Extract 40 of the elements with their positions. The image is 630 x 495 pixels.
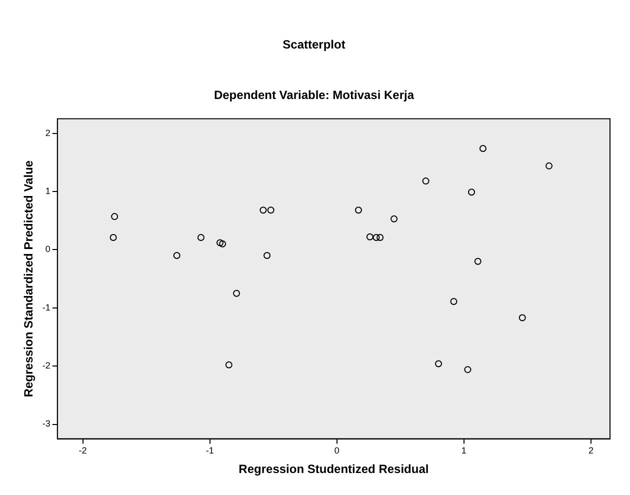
point — [468, 188, 476, 196]
y-tick-label: 1 — [45, 186, 50, 196]
point — [422, 178, 430, 185]
point — [267, 206, 274, 214]
point — [464, 366, 472, 374]
y-tick-label: 0 — [45, 244, 50, 254]
y-tick-label: -3 — [42, 418, 50, 429]
point — [546, 162, 553, 170]
point — [479, 144, 486, 152]
x-tick-label: -1 — [206, 446, 214, 456]
x-tick-label: -2 — [78, 446, 87, 456]
point — [110, 234, 117, 241]
y-tick-label: -1 — [42, 302, 50, 312]
x-axis-title: Regression Studentized Residual — [238, 462, 429, 476]
point — [390, 215, 398, 222]
y-axis-title: Regression Standardized Predicted Value — [22, 160, 36, 398]
chart-title: Scatterplot — [282, 38, 346, 52]
chart-subtitle: Dependent Variable: Motivasi Kerja — [214, 88, 414, 102]
point — [354, 206, 362, 214]
point — [197, 234, 204, 241]
point — [474, 258, 482, 265]
point — [435, 360, 442, 368]
point — [219, 240, 226, 248]
x-tick-label: 2 — [588, 446, 594, 456]
x-tick-label: 1 — [461, 446, 466, 456]
point — [233, 290, 240, 297]
point — [260, 206, 267, 214]
point — [376, 234, 384, 241]
y-tick-label: -2 — [42, 360, 50, 371]
point — [111, 213, 118, 220]
point — [366, 233, 374, 240]
point — [173, 252, 180, 260]
point — [216, 239, 224, 246]
point — [450, 298, 458, 305]
point — [225, 361, 232, 368]
x-tick-label: 0 — [334, 446, 340, 456]
point — [372, 234, 380, 241]
point — [264, 252, 271, 260]
point — [518, 314, 526, 322]
y-tick-label: 2 — [45, 128, 50, 138]
